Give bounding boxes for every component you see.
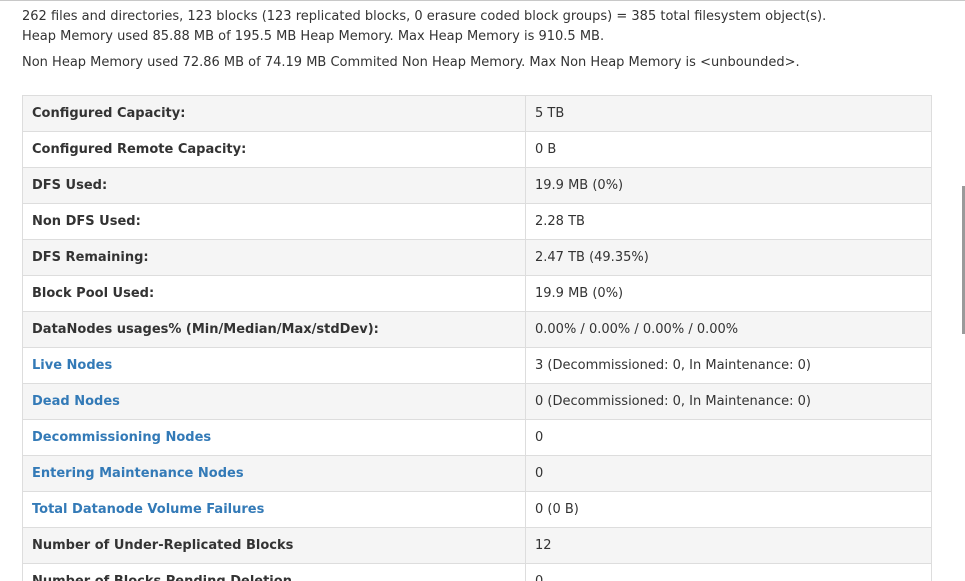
row-value-configured-remote-capacity: 0 B	[525, 131, 932, 168]
row-label-under-replicated-blocks: Number of Under-Replicated Blocks	[22, 527, 526, 564]
row-label-configured-remote-capacity: Configured Remote Capacity:	[22, 131, 526, 168]
row-label-decommissioning-nodes: Decommissioning Nodes	[22, 419, 526, 456]
table-row: DFS Used: 19.9 MB (0%)	[22, 167, 932, 204]
row-value-entering-maintenance-nodes: 0	[525, 455, 932, 492]
row-label-datanodes-usages: DataNodes usages% (Min/Median/Max/stdDev…	[22, 311, 526, 348]
table-row: Dead Nodes 0 (Decommissioned: 0, In Main…	[22, 383, 932, 420]
row-label-blocks-pending-deletion: Number of Blocks Pending Deletion	[22, 563, 526, 581]
row-value-blocks-pending-deletion: 0	[525, 563, 932, 581]
table-row: Entering Maintenance Nodes 0	[22, 455, 932, 492]
row-value-dfs-remaining: 2.47 TB (49.35%)	[525, 239, 932, 276]
table-row: Number of Under-Replicated Blocks 12	[22, 527, 932, 564]
row-value-dead-nodes: 0 (Decommissioned: 0, In Maintenance: 0)	[525, 383, 932, 420]
row-value-under-replicated-blocks: 12	[525, 527, 932, 564]
row-label-configured-capacity: Configured Capacity:	[22, 95, 526, 132]
entering-maintenance-nodes-link[interactable]: Entering Maintenance Nodes	[32, 466, 244, 481]
row-value-dfs-used: 19.9 MB (0%)	[525, 167, 932, 204]
table-row: Live Nodes 3 (Decommissioned: 0, In Main…	[22, 347, 932, 384]
row-value-non-dfs-used: 2.28 TB	[525, 203, 932, 240]
row-value-configured-capacity: 5 TB	[525, 95, 932, 132]
row-label-dfs-remaining: DFS Remaining:	[22, 239, 526, 276]
live-nodes-link[interactable]: Live Nodes	[32, 358, 113, 373]
row-value-datanodes-usages: 0.00% / 0.00% / 0.00% / 0.00%	[525, 311, 932, 348]
row-value-block-pool-used: 19.9 MB (0%)	[525, 275, 932, 312]
heap-memory-summary: Heap Memory used 85.88 MB of 195.5 MB He…	[22, 29, 605, 44]
table-row: Decommissioning Nodes 0	[22, 419, 932, 456]
row-label-dfs-used: DFS Used:	[22, 167, 526, 204]
decommissioning-nodes-link[interactable]: Decommissioning Nodes	[32, 430, 212, 445]
row-value-decommissioning-nodes: 0	[525, 419, 932, 456]
dead-nodes-link[interactable]: Dead Nodes	[32, 394, 120, 409]
table-row: Configured Remote Capacity: 0 B	[22, 131, 932, 168]
row-value-live-nodes: 3 (Decommissioned: 0, In Maintenance: 0)	[525, 347, 932, 384]
table-row: Block Pool Used: 19.9 MB (0%)	[22, 275, 932, 312]
table-row: Configured Capacity: 5 TB	[22, 95, 932, 132]
table-row: DataNodes usages% (Min/Median/Max/stdDev…	[22, 311, 932, 348]
page-scrollbar-thumb[interactable]	[962, 186, 965, 334]
table-row: Number of Blocks Pending Deletion 0	[22, 563, 932, 581]
summary-section: 262 files and directories, 123 blocks (1…	[0, 1, 965, 79]
filesystem-objects-summary: 262 files and directories, 123 blocks (1…	[22, 9, 827, 24]
non-heap-memory-summary: Non Heap Memory used 72.86 MB of 74.19 M…	[22, 55, 800, 70]
row-label-non-dfs-used: Non DFS Used:	[22, 203, 526, 240]
row-value-total-datanode-volume-failures: 0 (0 B)	[525, 491, 932, 528]
row-label-live-nodes: Live Nodes	[22, 347, 526, 384]
total-datanode-volume-failures-link[interactable]: Total Datanode Volume Failures	[32, 502, 265, 517]
table-row: DFS Remaining: 2.47 TB (49.35%)	[22, 239, 932, 276]
table-row: Non DFS Used: 2.28 TB	[22, 203, 932, 240]
row-label-total-datanode-volume-failures: Total Datanode Volume Failures	[22, 491, 526, 528]
row-label-block-pool-used: Block Pool Used:	[22, 275, 526, 312]
row-label-entering-maintenance-nodes: Entering Maintenance Nodes	[22, 455, 526, 492]
row-label-dead-nodes: Dead Nodes	[22, 383, 526, 420]
summary-table: Configured Capacity: 5 TB Configured Rem…	[22, 95, 932, 581]
table-row: Total Datanode Volume Failures 0 (0 B)	[22, 491, 932, 528]
